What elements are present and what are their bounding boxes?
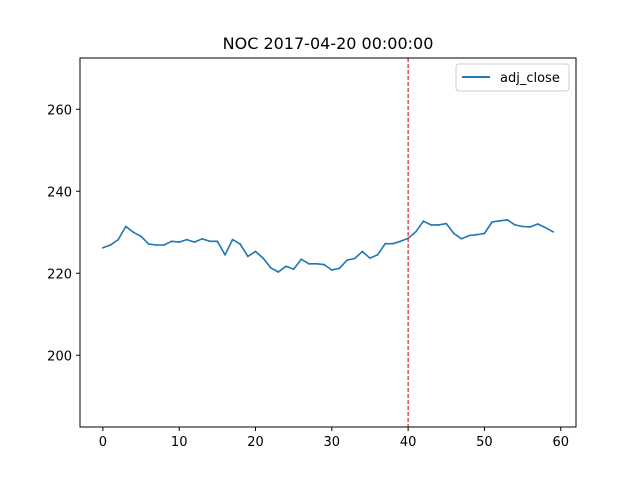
data-point bbox=[124, 225, 127, 228]
data-point bbox=[170, 240, 173, 243]
x-tick-label: 60 bbox=[552, 435, 569, 450]
data-point bbox=[384, 242, 387, 245]
plot-area bbox=[102, 58, 554, 427]
data-point bbox=[353, 257, 356, 260]
x-tick-label: 30 bbox=[324, 435, 341, 450]
data-point bbox=[552, 230, 554, 233]
data-point bbox=[178, 241, 181, 244]
chart-title: NOC 2017-04-20 00:00:00 bbox=[223, 34, 434, 53]
x-tick-label: 20 bbox=[247, 435, 264, 450]
data-point bbox=[437, 224, 440, 226]
data-point bbox=[330, 269, 333, 271]
data-point bbox=[483, 232, 486, 235]
data-point bbox=[369, 257, 371, 259]
data-point bbox=[491, 221, 493, 223]
data-point bbox=[308, 262, 310, 265]
y-tick-label: 260 bbox=[47, 103, 72, 118]
data-point bbox=[208, 240, 211, 243]
data-point bbox=[536, 223, 539, 225]
y-tick-label: 240 bbox=[47, 185, 72, 200]
data-point bbox=[544, 226, 547, 229]
data-point bbox=[247, 255, 249, 258]
legend: adj_close bbox=[455, 63, 570, 92]
data-point bbox=[254, 250, 257, 253]
data-point bbox=[285, 265, 287, 268]
data-point bbox=[422, 220, 425, 223]
data-point bbox=[346, 259, 348, 261]
data-point bbox=[475, 233, 478, 236]
data-point bbox=[277, 271, 280, 273]
data-point bbox=[300, 258, 303, 261]
data-point bbox=[262, 257, 264, 259]
data-point bbox=[201, 237, 204, 240]
data-point bbox=[132, 231, 135, 234]
data-point bbox=[506, 219, 509, 221]
data-point bbox=[140, 235, 142, 238]
data-point bbox=[269, 267, 272, 269]
data-point bbox=[185, 238, 188, 241]
x-tick-label: 50 bbox=[476, 435, 493, 450]
data-point bbox=[163, 244, 165, 246]
data-point bbox=[361, 250, 364, 253]
legend-box bbox=[455, 63, 570, 92]
data-point bbox=[193, 241, 196, 244]
data-point bbox=[216, 240, 219, 243]
y-tick-label: 200 bbox=[47, 349, 72, 364]
data-point bbox=[529, 226, 532, 228]
series-line-adj_close bbox=[102, 219, 554, 273]
data-point bbox=[399, 240, 402, 243]
data-point bbox=[392, 242, 394, 245]
data-point bbox=[102, 246, 104, 249]
x-axis: 0 10 20 30 40 50 60 bbox=[99, 427, 569, 450]
data-point bbox=[338, 267, 341, 270]
data-point bbox=[498, 219, 501, 222]
data-point bbox=[239, 243, 242, 246]
data-point bbox=[109, 244, 112, 246]
data-point bbox=[460, 237, 463, 240]
data-point bbox=[231, 238, 234, 241]
x-tick-label: 0 bbox=[99, 435, 107, 450]
data-point bbox=[453, 232, 455, 235]
data-point bbox=[292, 268, 295, 270]
data-point bbox=[224, 253, 226, 256]
data-point bbox=[376, 253, 379, 256]
data-point bbox=[147, 243, 150, 246]
data-point bbox=[430, 224, 432, 226]
data-point bbox=[414, 230, 417, 233]
data-point bbox=[323, 263, 326, 266]
data-point bbox=[315, 262, 318, 265]
data-point bbox=[155, 244, 158, 246]
data-point bbox=[445, 222, 448, 225]
data-point bbox=[117, 238, 120, 241]
data-point bbox=[514, 224, 516, 226]
x-tick-label: 10 bbox=[171, 435, 188, 450]
y-axis: 200 220 240 260 bbox=[47, 103, 80, 364]
data-point bbox=[521, 225, 524, 228]
legend-label: adj_close bbox=[500, 71, 560, 86]
plot-frame bbox=[79, 57, 577, 428]
y-tick-label: 220 bbox=[47, 267, 72, 282]
data-point bbox=[468, 234, 471, 237]
x-tick-label: 40 bbox=[400, 435, 417, 450]
